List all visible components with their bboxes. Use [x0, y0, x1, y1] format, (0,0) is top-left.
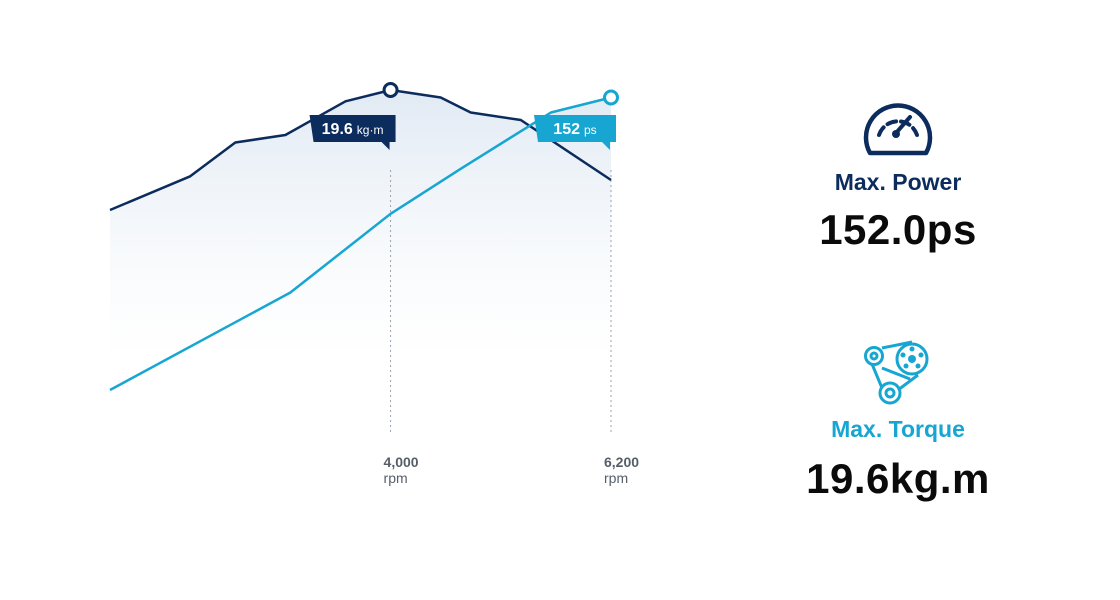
max-torque-label: Max. Torque [831, 416, 965, 442]
x-tick-unit: rpm [384, 470, 408, 486]
x-tick-label: 4,000 [384, 454, 419, 470]
max-torque-value: 19.6kg.m [806, 455, 990, 502]
max-power-value: 152.0ps [819, 206, 977, 253]
power-flag-label: 152 ps [553, 121, 596, 138]
max-torque-stat: Max. Torque 19.6kg.m [780, 338, 1016, 503]
x-tick-unit: rpm [604, 470, 628, 486]
torque-flag-label: 19.6 kg·m [322, 121, 384, 138]
speedometer-icon [863, 103, 933, 156]
power-line [109, 96, 612, 392]
torque-peak-marker [382, 82, 399, 98]
torque-value-flag [309, 115, 396, 150]
max-power-stat: Max. Power 152.0ps [780, 93, 1016, 254]
chart-shaded-area [110, 90, 611, 360]
x-tick-label: 6,200 [604, 454, 639, 470]
torque-line [109, 88, 612, 212]
power-value-flag [534, 115, 616, 150]
belt-pulley-icon [864, 340, 929, 405]
max-power-label: Max. Power [834, 169, 962, 195]
power-peak-marker [603, 89, 619, 106]
